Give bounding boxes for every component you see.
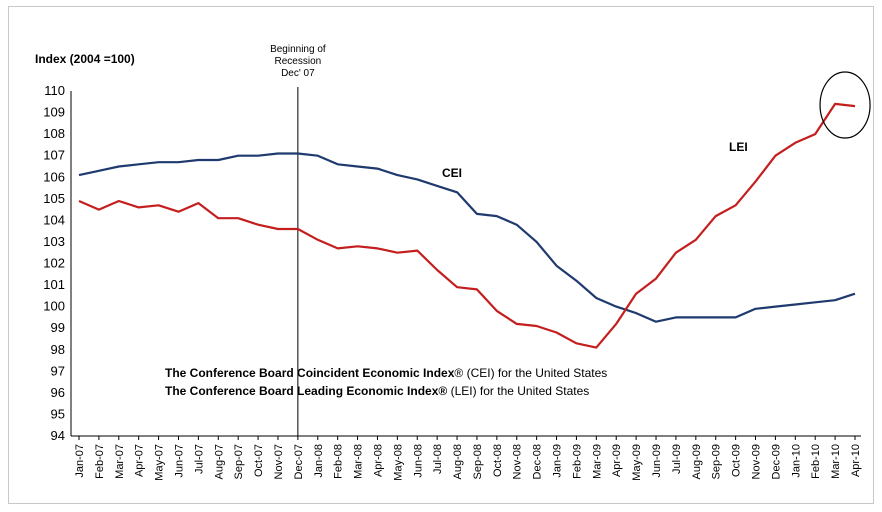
recession-label-line-1: Beginning of	[270, 44, 326, 55]
y-tick-label: 99	[51, 320, 65, 335]
recession-label-line-3: Dec' 07	[281, 68, 315, 79]
series-line-lei	[78, 102, 856, 349]
legend-line-2-rest: (LEI) for the United States	[447, 384, 589, 398]
x-tick-label: Jul-09	[671, 444, 683, 474]
x-tick-label: May-09	[631, 444, 643, 481]
series-label-cei: CEI	[442, 166, 462, 180]
legend-line-1-rest: ® (CEI) for the United States	[454, 366, 607, 380]
x-axis-ticks: Jan-07 Feb-07 Mar-07 Apr-07 May-07 Jun-07 Jul-…	[74, 436, 862, 481]
x-tick-label: Apr-08	[372, 444, 384, 477]
x-tick-label: Feb-09	[571, 444, 583, 479]
y-tick-label: 104	[43, 212, 65, 227]
y-tick-label: 110	[44, 83, 65, 98]
x-tick-label: Oct-08	[492, 444, 504, 477]
x-tick-label: Jan-08	[313, 444, 325, 478]
x-tick-label: Nov-07	[273, 444, 285, 479]
y-axis-ticks: 94 95 96 97 98 99 100 101 102 103 104 105 106 107 108 1…	[43, 83, 65, 443]
y-tick-label: 108	[43, 126, 65, 141]
y-tick-label: 105	[43, 191, 65, 206]
x-tick-label: Feb-07	[94, 444, 106, 479]
x-tick-label: Sep-09	[711, 444, 723, 479]
chart-frame: Index (2004 =100) 94 95 96 97 98 99 100 101 102 1…	[8, 6, 874, 504]
y-tick-label: 103	[43, 234, 65, 249]
line-chart: Index (2004 =100) 94 95 96 97 98 99 100 101 102 1…	[35, 44, 871, 481]
y-tick-label: 98	[51, 342, 65, 357]
x-tick-label: Aug-07	[213, 444, 225, 479]
y-tick-label: 96	[51, 385, 65, 400]
x-tick-label: Apr-10	[850, 444, 862, 477]
x-tick-label: Apr-07	[134, 444, 146, 477]
x-tick-label: Jan-10	[790, 444, 802, 478]
x-tick-label: May-08	[392, 444, 404, 481]
y-tick-label: 101	[43, 277, 65, 292]
x-tick-label: Aug-08	[452, 444, 464, 479]
y-axis-label: Index (2004 =100)	[35, 52, 135, 66]
x-tick-label: Aug-09	[691, 444, 703, 479]
y-tick-label: 109	[43, 105, 65, 120]
x-tick-label: Jun-09	[651, 444, 663, 478]
x-tick-label: Jan-09	[552, 444, 564, 478]
legend-line-2: The Conference Board Leading Economic In…	[165, 384, 589, 398]
x-tick-label: Mar-07	[114, 444, 126, 479]
x-tick-label: Dec-07	[293, 444, 305, 479]
x-tick-label: May-07	[154, 444, 166, 481]
legend-line-1: The Conference Board Coincident Economic…	[165, 366, 607, 380]
legend-line-2-bold: The Conference Board Leading Economic In…	[165, 384, 447, 398]
y-tick-label: 95	[51, 406, 65, 421]
x-tick-label: Feb-08	[333, 444, 345, 479]
x-tick-label: Jul-08	[432, 444, 444, 474]
x-tick-label: Nov-09	[751, 444, 763, 479]
recession-label-line-2: Recession	[275, 56, 322, 67]
y-tick-label: 106	[43, 169, 65, 184]
y-tick-label: 97	[51, 363, 65, 378]
series-line-cei	[78, 152, 856, 323]
x-tick-label: Oct-07	[253, 444, 265, 477]
x-tick-label: Sep-07	[233, 444, 245, 479]
series-label-lei: LEI	[729, 140, 748, 154]
x-tick-label: Feb-10	[810, 444, 822, 479]
x-tick-label: Jun-08	[412, 444, 424, 478]
x-tick-label: Jan-07	[74, 444, 86, 478]
highlight-circle	[819, 71, 871, 139]
x-tick-label: Dec-08	[532, 444, 544, 479]
y-tick-label: 102	[43, 256, 65, 271]
y-tick-label: 100	[43, 299, 65, 314]
y-tick-label: 107	[43, 148, 65, 163]
x-tick-label: Oct-09	[731, 444, 743, 477]
y-tick-label: 94	[51, 428, 65, 443]
x-tick-label: Mar-08	[353, 444, 365, 479]
x-tick-label: Mar-10	[830, 444, 842, 479]
x-tick-label: Nov-08	[512, 444, 524, 479]
x-tick-label: Dec-09	[770, 444, 782, 479]
x-tick-label: Jul-07	[193, 444, 205, 474]
x-tick-label: Mar-09	[591, 444, 603, 479]
x-tick-label: Jun-07	[173, 444, 185, 478]
x-tick-label: Sep-08	[472, 444, 484, 479]
legend-line-1-bold: The Conference Board Coincident Economic…	[165, 366, 455, 380]
x-tick-label: Apr-09	[611, 444, 623, 477]
